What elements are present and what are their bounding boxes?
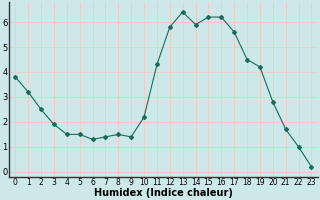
X-axis label: Humidex (Indice chaleur): Humidex (Indice chaleur): [94, 188, 233, 198]
